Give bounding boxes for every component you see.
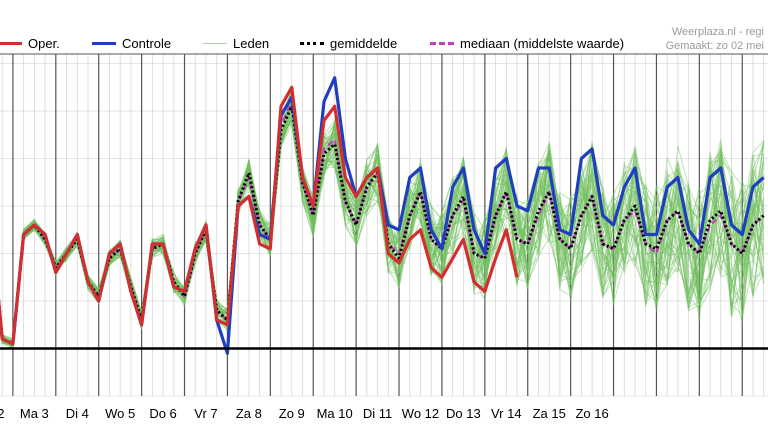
x-tick-label: Do 6 [149, 406, 176, 421]
x-tick-label: Ma 3 [20, 406, 49, 421]
x-tick-label: Zo 2 [0, 406, 4, 421]
x-tick-label: Zo 16 [575, 406, 608, 421]
x-tick-label: Za 8 [236, 406, 262, 421]
legend-label-gemiddelde: gemiddelde [330, 36, 398, 51]
legend-swatch-mediaan [430, 42, 454, 45]
x-tick-label: Di 4 [66, 406, 89, 421]
legend-swatch-gemiddelde [300, 42, 324, 45]
mean-line [0, 104, 765, 346]
legend-label-leden: Leden [233, 36, 270, 51]
legend-item-leden[interactable]: Leden [203, 36, 269, 51]
legend-swatch-oper [0, 42, 22, 45]
x-tick-label: Wo 12 [402, 406, 439, 421]
legend-item-controle[interactable]: Controle [92, 36, 171, 51]
x-tick-label: Zo 9 [279, 406, 305, 421]
ensemble-member-line [0, 96, 765, 347]
operational-line [0, 85, 519, 346]
x-tick-label: Di 11 [363, 406, 392, 421]
x-tick-label: Vr 14 [491, 406, 522, 421]
legend-swatch-controle [92, 42, 116, 45]
x-tick-labels: Zo 2 Ma 3 Di 4 Wo 5 Do 6 Vr 7 Za 8 Zo 9 Ma 10 Di … [0, 406, 609, 421]
legend-label-controle: Controle [122, 36, 172, 51]
legend-label-mediaan: mediaan (middelste waarde) [460, 36, 625, 51]
series-lines [0, 76, 765, 355]
x-tick-label: Ma 10 [317, 406, 353, 421]
legend-item-oper[interactable]: Oper. [0, 36, 60, 51]
x-tick-label: Wo 5 [105, 406, 135, 421]
credit-line-2: Gemaakt: zo 02 mei [665, 40, 764, 52]
credit-line-1: Weerplaza.nl - regi [671, 26, 764, 38]
legend-label-oper: Oper. [28, 36, 60, 51]
legend-item-mediaan[interactable]: mediaan (middelste waarde) [430, 36, 624, 51]
x-tick-label: Za 15 [533, 406, 566, 421]
median-line [0, 100, 765, 345]
ensemble-member-line [0, 114, 765, 345]
ensemble-members [0, 88, 765, 350]
x-tick-label: Do 13 [446, 406, 481, 421]
legend-item-gemiddelde[interactable]: gemiddelde [300, 36, 397, 51]
legend-swatch-leden [203, 43, 227, 44]
x-tick-label: Vr 7 [194, 406, 217, 421]
